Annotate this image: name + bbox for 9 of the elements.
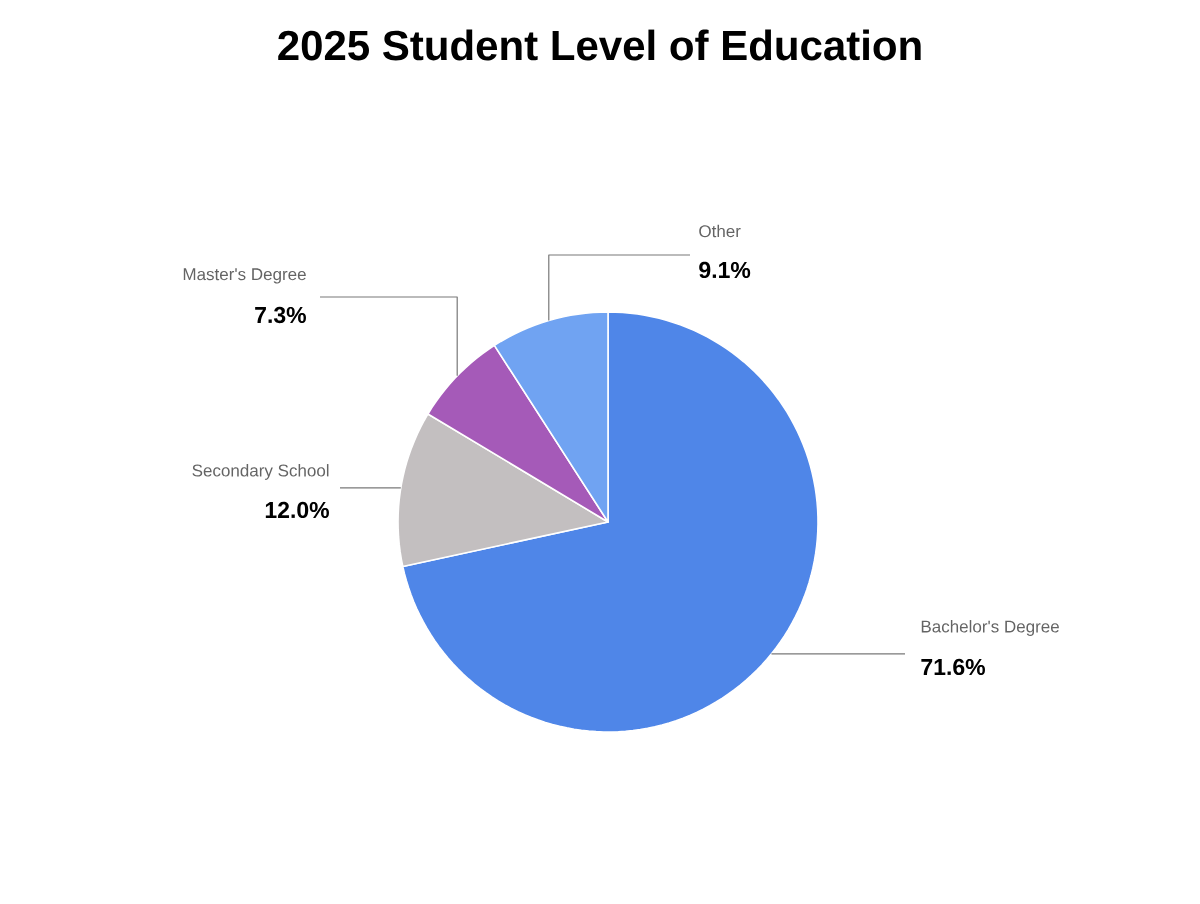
data-label: 12.0% xyxy=(265,501,329,519)
data-label: 71.6% xyxy=(921,658,985,676)
chart-title: 2025 Student Level of Education xyxy=(278,29,921,61)
data-label: 9.1% xyxy=(699,261,751,279)
slice-label: Bachelor's Degree xyxy=(921,620,1059,636)
data-label: 7.3% xyxy=(255,306,306,324)
slice-label: Secondary School xyxy=(192,464,329,480)
slice-label: Other xyxy=(699,224,741,238)
slice-label: Master's Degree xyxy=(183,268,306,284)
